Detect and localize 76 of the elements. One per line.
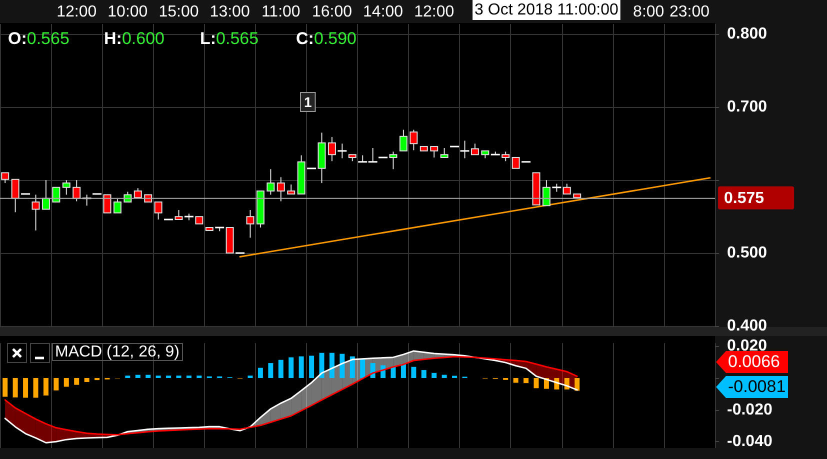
bar [288,357,294,378]
candlestick [246,210,254,238]
candlestick [430,146,438,158]
y-tick-label: 0.500 [727,244,768,262]
x-tick-label: 10:00 [108,4,148,20]
bar [442,374,447,378]
bar [268,363,274,378]
bar [84,378,90,382]
candlestick [512,156,520,169]
bar [74,378,80,385]
bar [64,378,69,387]
bar [258,368,263,378]
annotation: C:0.590 [296,29,356,48]
bar [2,378,8,397]
candlestick [42,180,50,210]
y-tick-label: -0.020 [727,401,772,418]
bar [135,374,140,378]
y-tick-label: 0.400 [727,318,768,334]
candlestick [11,178,20,213]
bar [146,374,151,378]
bar [411,366,416,378]
candlestick [32,194,40,231]
bar [23,378,28,398]
text: -0.0081 [728,377,786,396]
annotation: L:0.565 [200,29,259,48]
bar [278,360,284,378]
y-tick-label: -0.040 [727,433,772,450]
bar [43,378,48,396]
x-tick-label: 12:00 [414,4,454,20]
candlestick [276,176,285,202]
candlestick [328,136,336,162]
bar [524,378,529,384]
candlestick [52,186,60,202]
x-tick-label: 13:00 [210,4,250,20]
candlestick [1,172,10,184]
candlestick [154,201,162,220]
annotation: 1 [304,94,312,110]
candlestick [103,194,112,214]
candlestick [440,148,448,158]
x-tick-label: 12:00 [56,4,97,20]
candlestick [174,210,183,220]
y-tick-label: 0.700 [727,98,768,116]
x-tick-label: 15:00 [158,4,199,20]
bar [54,378,59,390]
candlestick [113,198,122,214]
bar [432,372,437,378]
candlestick [410,129,418,151]
x-tick-label: 14:00 [363,4,404,20]
candlestick [72,180,81,202]
bar [298,356,304,378]
bar [513,378,518,383]
text: 0.0066 [728,352,780,371]
x-tick-label: 3 Oct 2018 11:00:00 [474,2,618,18]
annotation: H:0.600 [104,29,164,48]
bar [12,378,18,398]
ref-line-label: 0.575 [724,190,764,207]
y-tick-label: 0.020 [727,338,768,355]
candlestick [266,168,275,196]
x-tick-label: 11:00 [261,4,300,20]
x-tick-label: 8:00 [633,4,664,20]
bar [33,378,38,398]
candlestick [562,183,571,194]
candlestick [470,143,479,156]
candlestick [542,180,550,206]
candlestick [502,151,510,162]
candlestick [287,184,296,194]
y-tick-label: 0.800 [727,26,768,43]
candlestick [389,151,398,170]
bar [421,370,426,378]
x-tick-label: 16:00 [312,4,352,20]
chart-title: MACD (12, 26, 9) [55,344,180,360]
candlestick [62,180,70,196]
candlestick [134,188,142,198]
annotation: O:0.565 [8,29,70,48]
x-tick-label: 23:00 [669,4,710,20]
candlestick [399,129,408,152]
